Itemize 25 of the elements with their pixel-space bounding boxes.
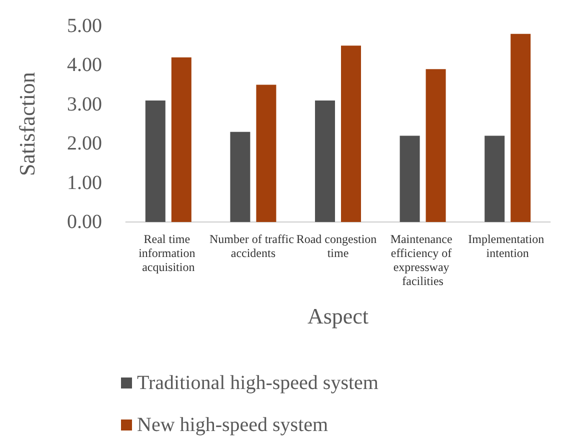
x-tick-label: Road congestion time <box>296 232 380 260</box>
bar <box>145 100 166 222</box>
x-tick-label: Number of traffic accidents <box>209 232 297 260</box>
x-tick-label: Maintenance efficiency of expressway facilities <box>390 232 456 288</box>
legend-label: New high-speed system <box>137 414 329 436</box>
bar <box>315 100 335 222</box>
x-tick-label: Real time information acquisition <box>138 232 198 274</box>
bar <box>510 34 531 222</box>
y-tick-label: 3.00 <box>67 93 102 116</box>
bar <box>230 132 250 222</box>
y-tick-label: 2.00 <box>67 132 102 155</box>
bar <box>256 84 276 222</box>
y-tick-label: 0.00 <box>67 211 102 233</box>
bar <box>400 136 420 222</box>
y-axis-title: Satisfaction <box>14 72 40 176</box>
bar <box>426 69 446 222</box>
x-tick-label: Implementation intention <box>468 232 548 260</box>
y-tick-label: 5.00 <box>67 15 102 37</box>
bar <box>171 57 192 222</box>
x-axis-title: Aspect <box>307 304 369 328</box>
bar <box>341 46 361 222</box>
y-tick-label: 1.00 <box>67 172 102 194</box>
bar <box>484 136 505 222</box>
legend-label: Traditional high-speed system <box>137 372 379 394</box>
y-tick-label: 4.00 <box>67 54 102 76</box>
